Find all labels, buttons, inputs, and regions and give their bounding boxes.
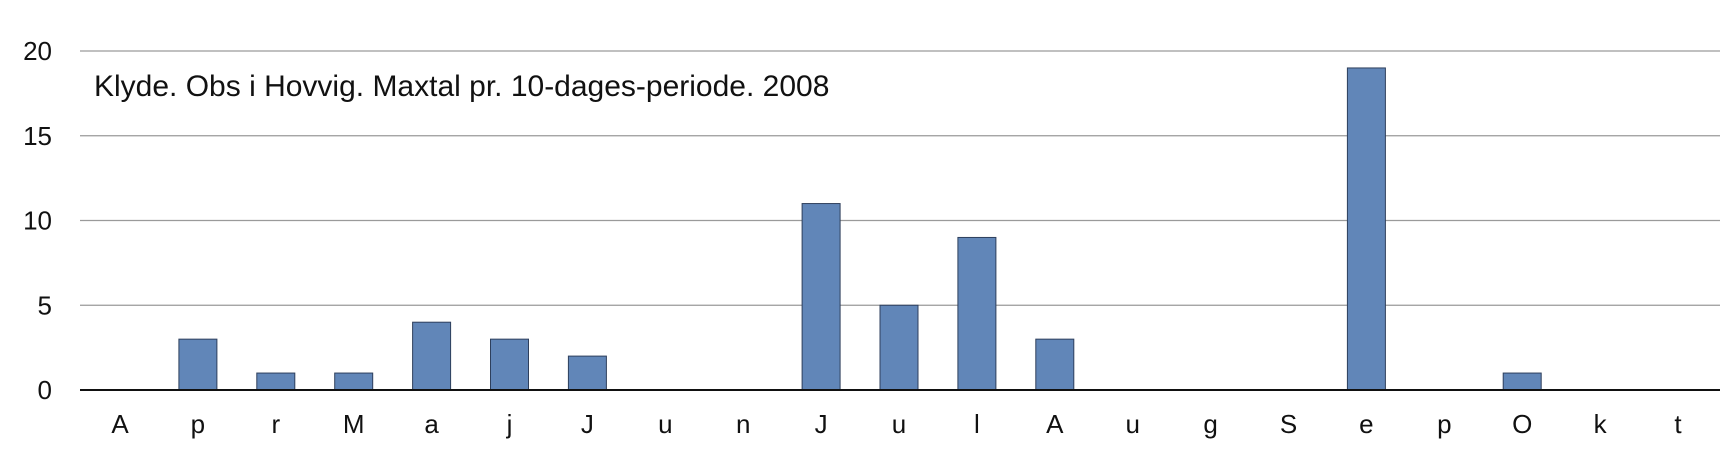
x-category-label: j — [506, 409, 513, 439]
bar — [1035, 338, 1075, 391]
x-category-label: k — [1594, 409, 1608, 439]
x-category-label: A — [1046, 409, 1064, 439]
x-category-label: O — [1512, 409, 1532, 439]
x-category-label: u — [892, 409, 906, 439]
x-category-label: u — [658, 409, 672, 439]
y-tick-label: 10 — [23, 206, 52, 236]
bar — [1346, 67, 1386, 391]
x-category-label: S — [1280, 409, 1297, 439]
x-category-label: p — [1437, 409, 1451, 439]
x-category-label: p — [191, 409, 205, 439]
bar — [1502, 372, 1542, 391]
y-axis-ticks: 0 5 10 15 20 — [23, 36, 52, 405]
chart-title: Klyde. Obs i Hovvig. Maxtal pr. 10-dages… — [94, 70, 829, 103]
bar — [567, 355, 607, 391]
x-category-label: J — [581, 409, 594, 439]
bar — [334, 372, 374, 391]
bar — [178, 338, 218, 391]
x-category-label: r — [271, 409, 280, 439]
y-tick-label: 20 — [23, 36, 52, 66]
x-category-label: n — [736, 409, 750, 439]
bars — [178, 67, 1542, 391]
x-category-label: t — [1674, 409, 1682, 439]
y-tick-label: 5 — [38, 290, 52, 320]
bar — [412, 321, 452, 391]
x-category-label: J — [815, 409, 828, 439]
bar — [957, 236, 997, 391]
x-category-label: g — [1203, 409, 1217, 439]
x-category-label: u — [1125, 409, 1139, 439]
x-category-label: A — [111, 409, 129, 439]
x-category-label: e — [1359, 409, 1373, 439]
bar — [879, 304, 919, 391]
y-tick-label: 0 — [38, 375, 52, 405]
x-category-label: l — [974, 409, 980, 439]
bar — [256, 372, 296, 391]
bar — [490, 338, 529, 391]
y-tick-label: 15 — [23, 121, 52, 151]
x-category-label: a — [424, 409, 439, 439]
bar — [801, 203, 841, 391]
x-category-label: M — [343, 409, 365, 439]
